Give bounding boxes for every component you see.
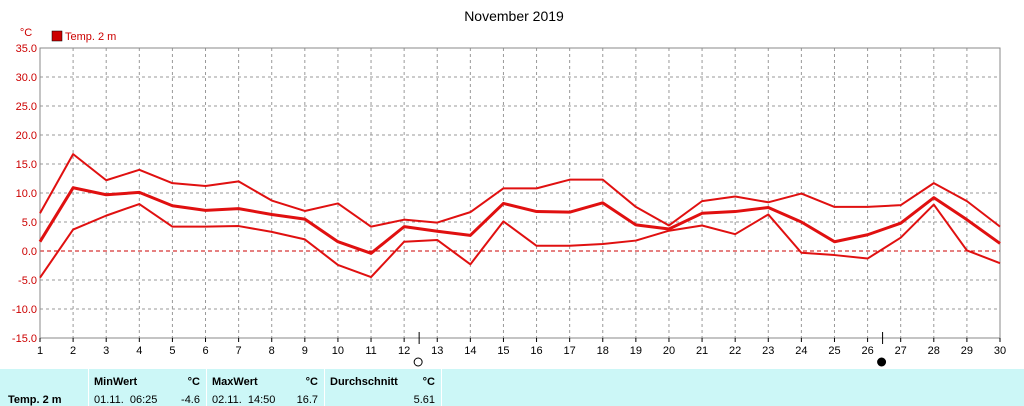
x-tick-label: 13 — [431, 345, 443, 357]
avg-cell: Durchschnitt °C 5.61 — [325, 369, 442, 406]
x-tick-label: 19 — [630, 345, 642, 357]
x-tick-label: 17 — [564, 345, 576, 357]
plot-frame — [39, 47, 1001, 339]
min-cell: MinWert °C 01.11. 06:25 -4.6 — [89, 369, 207, 406]
y-tick-label: -15.0 — [12, 333, 37, 345]
y-tick-label: 35.0 — [16, 43, 37, 55]
y-tick-label: 5.0 — [22, 217, 37, 229]
axes: 35.0 30.0 25.0 20.0 15.0 10.0 5.0 0.0 -5.0 -10.0 -… — [12, 43, 1006, 357]
x-tick-label: 18 — [597, 345, 609, 357]
legend-swatch — [51, 30, 63, 42]
series-line-max — [39, 153, 1001, 228]
stats-bar: Temp. 2 m MinWert °C 01.11. 06:25 -4.6 M… — [0, 369, 1024, 406]
x-tick-label: 11 — [365, 345, 376, 357]
x-tick-label: 27 — [895, 345, 907, 357]
avg-unit: °C — [422, 376, 435, 388]
grid — [40, 47, 1000, 339]
min-datetime: 01.11. 06:25 — [94, 394, 158, 406]
x-tick-label: 14 — [464, 345, 476, 357]
x-tick-label: 5 — [169, 345, 175, 357]
x-tick-label: 7 — [236, 345, 242, 357]
x-tick-label: 20 — [663, 345, 675, 357]
full-moon-icon — [413, 357, 423, 367]
series-line-min — [39, 203, 1001, 279]
series-line-avg — [38, 186, 1001, 255]
x-tick-label: 1 — [37, 345, 43, 357]
x-tick-label: 29 — [961, 345, 973, 357]
x-tick-label: 16 — [530, 345, 542, 357]
min-value: -4.6 — [181, 394, 200, 406]
x-tick-label: 3 — [103, 345, 109, 357]
max-unit: °C — [305, 376, 318, 388]
x-tick-label: 28 — [928, 345, 940, 357]
chart-title: November 2019 — [464, 8, 564, 24]
x-tick-label: 22 — [729, 345, 741, 357]
temperature-chart: November 2019 °C Temp. 2 m 35.030.025.02… — [12, 8, 1006, 367]
x-tick-label: 24 — [795, 345, 807, 357]
x-tick-label: 25 — [828, 345, 840, 357]
stats-row-label-cell: Temp. 2 m — [0, 369, 89, 406]
x-tick-label: 6 — [202, 345, 208, 357]
x-tick-label: 2 — [70, 345, 76, 357]
y-tick-label: 0.0 — [22, 246, 37, 258]
max-datetime: 02.11. 14:50 — [212, 394, 276, 406]
avg-header: Durchschnitt — [330, 376, 398, 388]
y-tick-label: 25.0 — [16, 101, 37, 113]
x-tick-label: 21 — [696, 345, 708, 357]
x-tick-label: 30 — [994, 345, 1006, 357]
series-lines — [38, 153, 1001, 279]
x-tick-label: 26 — [861, 345, 873, 357]
y-tick-label: 20.0 — [16, 130, 37, 142]
x-tick-label: 15 — [497, 345, 509, 357]
min-header: MinWert — [94, 376, 138, 388]
y-tick-label: 30.0 — [16, 72, 37, 84]
max-value: 16.7 — [296, 394, 318, 406]
x-tick-label: 23 — [762, 345, 774, 357]
y-axis-unit: °C — [20, 27, 32, 39]
x-tick-label: 10 — [332, 345, 344, 357]
stats-row-label: Temp. 2 m — [8, 394, 62, 406]
y-tick-label: 10.0 — [16, 188, 37, 200]
x-tick-label: 12 — [398, 345, 410, 357]
moon-phases — [413, 332, 887, 367]
legend-label: Temp. 2 m — [65, 31, 116, 43]
new-moon-icon — [877, 357, 887, 367]
max-cell: MaxWert °C 02.11. 14:50 16.7 — [207, 369, 325, 406]
max-header: MaxWert — [212, 376, 258, 388]
x-tick-label: 4 — [136, 345, 142, 357]
y-tick-label: -5.0 — [18, 275, 37, 287]
y-tick-label: -10.0 — [12, 304, 37, 316]
min-unit: °C — [187, 376, 200, 388]
x-tick-label: 9 — [302, 345, 308, 357]
x-tick-label: 8 — [269, 345, 275, 357]
y-tick-label: 15.0 — [16, 159, 37, 171]
avg-value: 5.61 — [413, 394, 435, 406]
